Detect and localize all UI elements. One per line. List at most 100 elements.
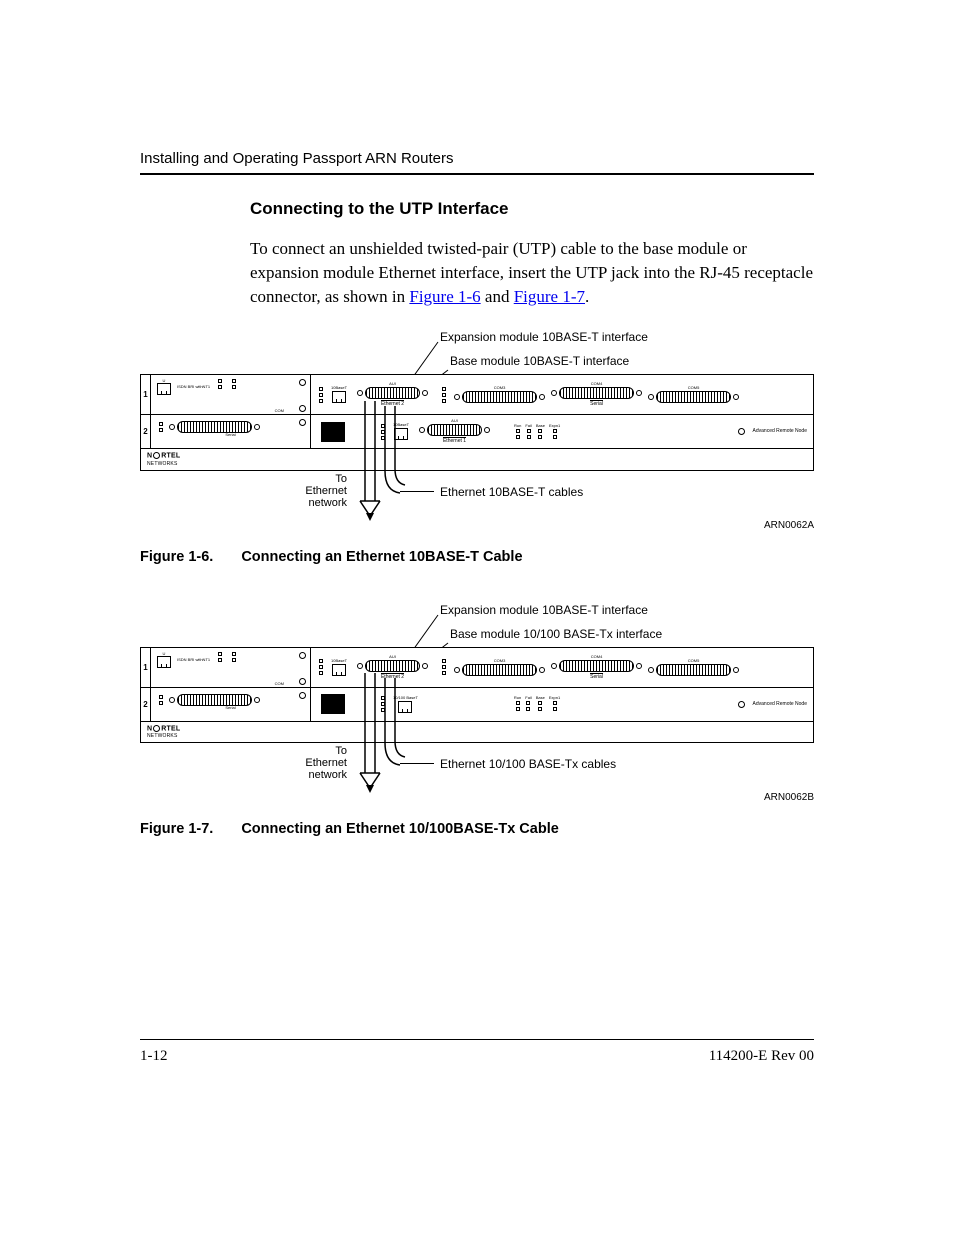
- com-label: COM: [275, 409, 284, 413]
- body-paragraph: To connect an unshielded twisted-pair (U…: [250, 237, 814, 308]
- rj45-port: [332, 391, 346, 403]
- arn-label: Advanced Remote Node: [753, 429, 807, 434]
- cable-label: Ethernet 10/100 BASE-Tx cables: [440, 757, 616, 771]
- callout-expansion-10baset: Expansion module 10BASE-T interface: [440, 330, 814, 344]
- led-stack: [381, 696, 385, 712]
- serial-label: Serial: [157, 706, 304, 710]
- ethernet1-label: Ethernet 1: [443, 437, 466, 444]
- slot-2-label: 2: [141, 688, 151, 721]
- page-footer: 1-12 114200-E Rev 00: [140, 1039, 814, 1065]
- nortel-logo: NRTELNETWORKS: [147, 725, 180, 739]
- cable-label: Ethernet 10BASE-T cables: [440, 485, 583, 499]
- slot-1-label: 1: [141, 648, 151, 687]
- figure-1-7-caption: Figure 1-7. Connecting an Ethernet 10/100…: [140, 821, 814, 837]
- arn-label: Advanced Remote Node: [753, 702, 807, 707]
- rj45-port: [398, 701, 412, 713]
- screw-icon: [299, 419, 306, 426]
- caption-text: Connecting an Ethernet 10BASE-T Cable: [241, 549, 522, 565]
- rj45-port: [394, 428, 408, 440]
- body-text: and: [481, 287, 514, 306]
- slot-2-label: 2: [141, 415, 151, 448]
- status-leds: Run Fail Base Expn1: [514, 696, 560, 712]
- led-stack: [159, 422, 163, 432]
- screw-icon: [299, 379, 306, 386]
- callout-expansion-10baset: Expansion module 10BASE-T interface: [440, 603, 814, 617]
- aui-label: AUI: [389, 382, 396, 386]
- running-header: Installing and Operating Passport ARN Ro…: [140, 150, 814, 175]
- aui-label: AUI: [389, 655, 396, 659]
- led-stack: [381, 424, 385, 440]
- isdn-label: ISDN BRI withNT1: [177, 385, 210, 389]
- port-label: 10BaseT: [331, 659, 347, 663]
- serial-port: [177, 421, 252, 433]
- com3-label: COM3: [494, 659, 506, 663]
- section-title: Connecting to the UTP Interface: [250, 199, 814, 219]
- caption-number: Figure 1-7.: [140, 821, 213, 837]
- screw-icon: [738, 428, 745, 435]
- xref-figure-1-6[interactable]: Figure 1-6: [409, 287, 480, 306]
- led-stack: [319, 659, 323, 675]
- screw-icon: [299, 652, 306, 659]
- com4-label: COM4: [591, 382, 603, 386]
- serial-port: [462, 664, 537, 676]
- led-stack: [159, 695, 163, 705]
- to-ethernet-label: To Ethernet network: [297, 473, 347, 509]
- isdn-label: ISDN BRI withNT1: [177, 658, 210, 662]
- to-ethernet-label: To Ethernet network: [297, 745, 347, 781]
- rj45-port: [157, 656, 171, 668]
- rj45-port: [332, 664, 346, 676]
- power-plug: [321, 422, 345, 442]
- screw-icon: [738, 701, 745, 708]
- leader-line: [400, 763, 434, 764]
- port-label: 10/100 BaseT: [393, 696, 418, 700]
- led-stack: [218, 379, 222, 389]
- caption-text: Connecting an Ethernet 10/100BASE-Tx Cab…: [241, 821, 558, 837]
- drawing-number: ARN0062A: [764, 520, 814, 531]
- body-text: .: [585, 287, 589, 306]
- com4-label: COM4: [591, 655, 603, 659]
- power-plug: [321, 694, 345, 714]
- aui-port: [365, 387, 420, 399]
- aui-port: [427, 424, 482, 436]
- com5-label: COM5: [688, 386, 700, 390]
- aui-port: [365, 660, 420, 672]
- led-stack: [218, 652, 222, 662]
- callout-base-10-100basetx: Base module 10/100 BASE-Tx interface: [450, 627, 814, 641]
- led-stack: [319, 387, 323, 403]
- serial-label: Serial: [590, 400, 603, 407]
- callout-base-10baset: Base module 10BASE-T interface: [450, 354, 814, 368]
- drawing-number: ARN0062B: [764, 792, 814, 803]
- figure-1-7: 1 U ISDN BRI withNT1: [140, 647, 814, 803]
- status-leds: Run Fail Base Expn1: [514, 424, 560, 440]
- led-stack: [232, 652, 236, 662]
- figure-1-6: 1 U ISDN BRI withNT1: [140, 374, 814, 530]
- serial-label: Serial: [590, 673, 603, 680]
- screw-icon: [299, 692, 306, 699]
- rj45-port: [157, 383, 171, 395]
- com3-label: COM3: [494, 386, 506, 390]
- aui-label: AUI: [451, 419, 458, 423]
- led-stack: [442, 387, 446, 403]
- serial-port: [177, 694, 252, 706]
- nortel-logo: NRTELNETWORKS: [147, 452, 180, 466]
- page-number: 1-12: [140, 1048, 168, 1065]
- doc-revision: 114200-E Rev 00: [709, 1048, 814, 1065]
- screw-icon: [299, 678, 306, 685]
- port-label: 10BaseT: [393, 423, 409, 427]
- com-label: COM: [275, 682, 284, 686]
- serial-port: [656, 664, 731, 676]
- screw-icon: [299, 405, 306, 412]
- serial-port: [462, 391, 537, 403]
- com5-label: COM5: [688, 659, 700, 663]
- serial-port: [656, 391, 731, 403]
- leader-line: [400, 491, 434, 492]
- ethernet2-label: Ethernet 2: [381, 400, 404, 407]
- serial-label: Serial: [157, 433, 304, 437]
- xref-figure-1-7[interactable]: Figure 1-7: [514, 287, 585, 306]
- slot-1-label: 1: [141, 375, 151, 414]
- caption-number: Figure 1-6.: [140, 549, 213, 565]
- led-stack: [232, 379, 236, 389]
- serial-port: [559, 387, 634, 399]
- figure-1-6-caption: Figure 1-6. Connecting an Ethernet 10BASE…: [140, 549, 814, 565]
- serial-port: [559, 660, 634, 672]
